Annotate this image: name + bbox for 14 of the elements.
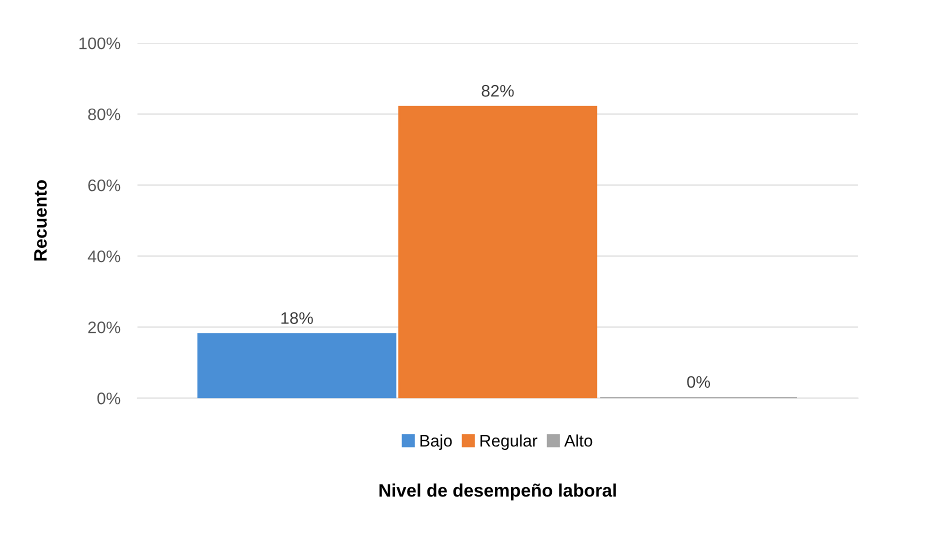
x-axis-title: Nivel de desempeño laboral <box>380 484 616 500</box>
y-tick-label: 40% <box>88 250 120 262</box>
data-label: 18% <box>281 312 313 324</box>
y-tick-label: 80% <box>88 108 120 120</box>
y-axis-title: Recuento <box>34 180 47 260</box>
legend-label: Regular <box>480 434 538 450</box>
y-tick-label: 0% <box>97 392 120 404</box>
data-label: 0% <box>687 376 710 388</box>
y-tick-label: 100% <box>79 37 120 50</box>
y-tick-label: 60% <box>88 179 120 192</box>
y-tick-label: 20% <box>88 322 120 334</box>
legend-label: Alto <box>564 434 592 447</box>
legend-label: Bajo <box>420 434 452 450</box>
data-label: 82% <box>482 84 514 97</box>
